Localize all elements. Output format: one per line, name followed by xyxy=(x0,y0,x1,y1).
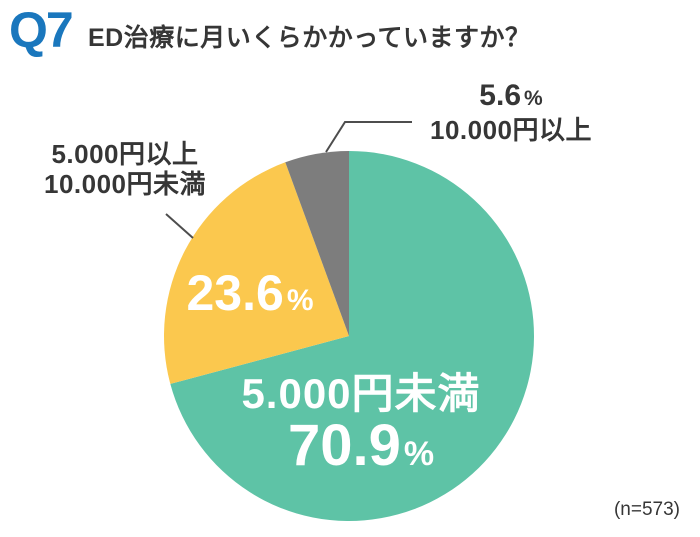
label-5000-10000-value: 23.6% xyxy=(163,267,337,327)
label-10000-over: 5.6% 10.000円以上 xyxy=(418,80,604,146)
category-under-5000: 5.000円未満 xyxy=(241,370,481,417)
pie-slices xyxy=(164,151,535,521)
percent-sign: % xyxy=(524,87,543,110)
pie-slice-2 xyxy=(285,151,349,336)
label-10000-over-value: 5.6% xyxy=(418,80,604,115)
value-10000-over: 5.6 xyxy=(479,79,522,112)
label-5000-10000-name: 5.000円以上 10.000円未満 xyxy=(20,139,230,199)
leader-line-10000-over xyxy=(325,121,412,153)
value-under-5000: 70.9 xyxy=(287,413,401,478)
question-number: Q7 xyxy=(9,2,74,58)
chart-title: ED治療に月いくらかかっていますか？ xyxy=(88,24,531,52)
label-under-5000-value: 70.9% xyxy=(228,417,494,483)
value-5000-10000: 23.6 xyxy=(186,265,284,321)
pie-slice-0 xyxy=(170,151,535,521)
percent-sign: % xyxy=(403,435,435,473)
leader-line-5000-10000 xyxy=(165,213,194,239)
category-5000-10000-line1: 5.000円以上 xyxy=(51,139,199,169)
category-5000-10000-line2: 10.000円未満 xyxy=(43,169,207,199)
sample-size-note: (n=573) xyxy=(613,499,680,520)
label-under-5000: 5.000円未満 70.9% xyxy=(228,371,494,483)
pie-slice-1 xyxy=(164,162,349,384)
percent-sign: % xyxy=(286,284,314,317)
category-10000-over: 10.000円以上 xyxy=(429,115,593,145)
